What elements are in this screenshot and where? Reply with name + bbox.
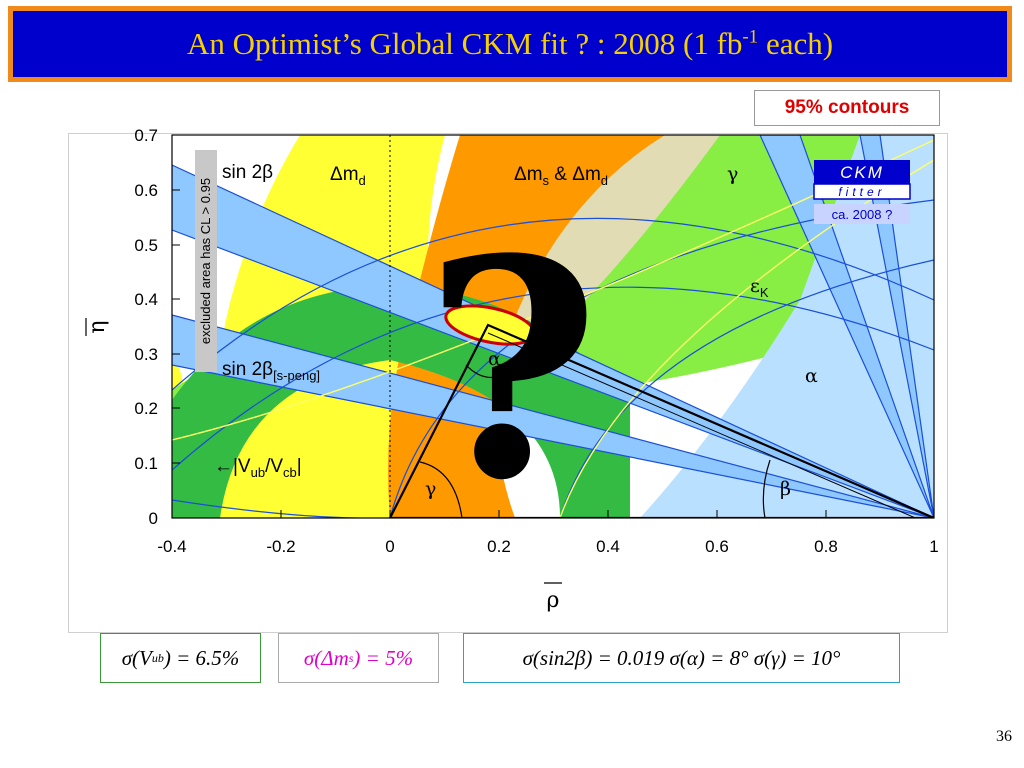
y-tick-label: 0.2 bbox=[134, 399, 158, 418]
title-bar: An Optimist’s Global CKM fit ? : 2008 (1… bbox=[8, 6, 1012, 82]
big-question-mark: ? bbox=[424, 193, 600, 546]
sin2b-wedge bbox=[172, 164, 934, 518]
x-tick-label: 0.6 bbox=[705, 537, 729, 556]
slide-title: An Optimist’s Global CKM fit ? : 2008 (1… bbox=[186, 26, 834, 61]
label-dms-dmd: Δms & Δmd bbox=[514, 164, 608, 188]
label-beta-angle: β bbox=[780, 478, 791, 500]
ckmfitter-logo: CKM fitter ca. 2008 ? bbox=[813, 160, 911, 224]
x-tick-label: -0.4 bbox=[157, 537, 186, 556]
sigma-vub-box: σ(V ub) = 6.5% bbox=[100, 633, 261, 683]
x-tick-label: -0.2 bbox=[266, 537, 295, 556]
y-axis-label: η bbox=[85, 320, 110, 333]
label-vubvcb: ←|Vub/Vcb| bbox=[214, 456, 302, 480]
beta-arc bbox=[762, 459, 771, 518]
y-tick-label: 0.7 bbox=[134, 126, 158, 145]
circle-line-4 bbox=[559, 259, 934, 518]
x-tick-label: 1 bbox=[929, 537, 938, 556]
label-dmd: Δmd bbox=[330, 164, 366, 188]
logo-caption: ca. 2008 ? bbox=[832, 207, 893, 222]
x-tick-label: 0.4 bbox=[596, 537, 620, 556]
gamma-arc bbox=[419, 461, 463, 518]
y-tick-label: 0.1 bbox=[134, 454, 158, 473]
label-gamma: γ bbox=[727, 163, 738, 185]
alpha-arc bbox=[465, 364, 521, 378]
axis-ticks bbox=[171, 189, 935, 518]
alpha-steep-wedge bbox=[859, 135, 934, 518]
y-tick-label: 0 bbox=[149, 509, 158, 528]
y-tick-label: 0.5 bbox=[134, 236, 158, 255]
label-alpha-angle: α bbox=[488, 348, 501, 370]
label-sin2b: sin 2β bbox=[222, 162, 273, 183]
circle-line-2 bbox=[172, 286, 934, 471]
sigma-dms-box: σ(Δm s) = 5% bbox=[278, 633, 439, 683]
circle-line-3 bbox=[389, 199, 934, 518]
x-tick-label: 0.8 bbox=[814, 537, 838, 556]
y-tick-label: 0.3 bbox=[134, 345, 158, 364]
label-sin2b-speng: sin 2β[s-peng] bbox=[222, 359, 320, 383]
circle-line-5 bbox=[172, 499, 390, 518]
logo-ckm: CKM bbox=[840, 163, 884, 182]
axes-frame bbox=[171, 134, 935, 519]
excluded-label: excluded area has CL > 0.95 bbox=[198, 178, 213, 344]
label-epsk: εK bbox=[750, 275, 769, 300]
x-axis-label: ρ bbox=[547, 588, 560, 613]
sigma-angles-box: σ(sin2β) = 0.019 σ(α) = 8° σ(γ) = 10° bbox=[463, 633, 900, 683]
label-alpha-right: α bbox=[805, 365, 818, 387]
label-gamma-angle: γ bbox=[425, 478, 436, 500]
x-tick-label: 0 bbox=[385, 537, 394, 556]
logo-fitter: fitter bbox=[838, 185, 885, 199]
excluded-label-box bbox=[195, 150, 217, 372]
alpha-band bbox=[640, 135, 934, 518]
x-tick-label: 0.2 bbox=[487, 537, 511, 556]
triangle-shadow bbox=[487, 332, 917, 518]
circle-line-1 bbox=[172, 217, 934, 391]
y-tick-label: 0.6 bbox=[134, 181, 158, 200]
unitarity-triangle bbox=[388, 323, 934, 518]
page-number: 36 bbox=[996, 728, 1012, 745]
contours-label: 95% contours bbox=[754, 90, 940, 126]
sin2b-speng-wedge bbox=[172, 314, 934, 518]
y-tick-label: 0.4 bbox=[134, 290, 158, 309]
